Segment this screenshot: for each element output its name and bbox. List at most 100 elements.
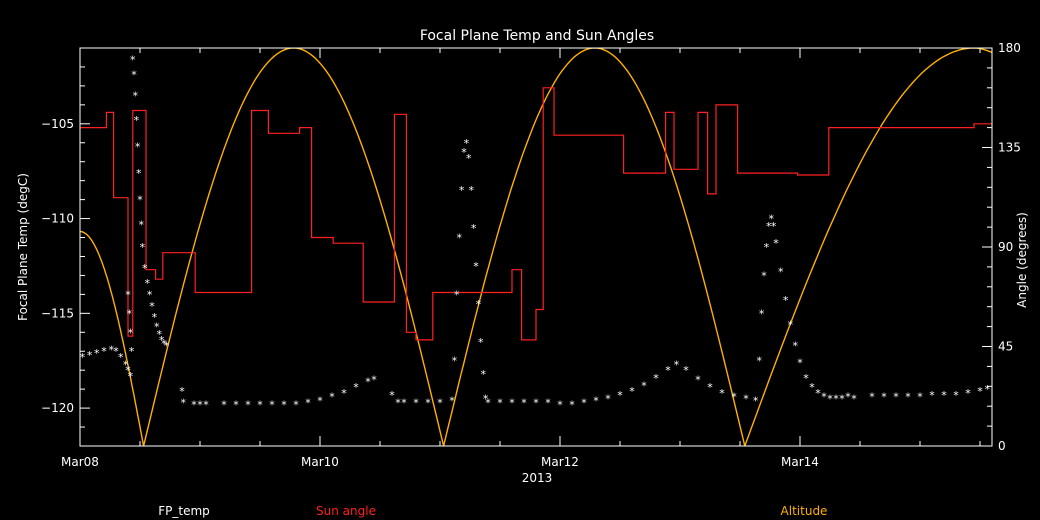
fp-temp-point: * <box>917 391 923 404</box>
fp-temp-point: * <box>459 184 465 197</box>
fp-temp-point: * <box>126 307 132 320</box>
axes: Mar08 Mar10 Mar12 Mar14 −120 −115 −110 −105 0 45 9… <box>41 41 1021 469</box>
fp-temp-point: * <box>293 398 299 411</box>
fp-temp-point: * <box>371 374 377 387</box>
fp-temp-point: * <box>164 340 170 353</box>
fp-temp-point: * <box>135 141 141 154</box>
fp-temp-point: * <box>118 351 124 364</box>
fp-temp-point: * <box>683 364 689 377</box>
fp-temp-point: * <box>203 398 209 411</box>
fp-temp-point: * <box>764 241 770 254</box>
fp-temp-point: * <box>108 343 114 356</box>
fp-temp-point: * <box>753 395 759 408</box>
chart-title: Focal Plane Temp and Sun Angles <box>420 28 654 44</box>
fp-temp-point: * <box>341 387 347 400</box>
fp-temp-point: * <box>156 328 162 341</box>
legend-sun-angle: Sun angle <box>316 504 376 518</box>
fp-temp-point: * <box>929 389 935 402</box>
fp-temp-point: * <box>128 326 134 339</box>
y2-tick-label: 45 <box>998 340 1013 354</box>
fp-temp-point: * <box>125 364 131 377</box>
fp-temp-point: * <box>521 396 527 409</box>
y-axis-label: Focal Plane Temp (degC) <box>16 173 30 321</box>
fp-temp-point: * <box>533 396 539 409</box>
fp-temp-point: * <box>905 391 911 404</box>
fp-temp-point: * <box>485 396 491 409</box>
fp-temp-point: * <box>464 137 470 150</box>
fp-temp-point: * <box>480 368 486 381</box>
fp-temp-point: * <box>131 69 137 82</box>
legend-altitude: Altitude <box>781 504 828 518</box>
fp-temp-point: * <box>454 288 460 301</box>
fp-temp-point: * <box>743 393 749 406</box>
fp-temp-point: * <box>136 167 142 180</box>
fp-temp-point: * <box>845 391 851 404</box>
fp-temp-point: * <box>137 194 143 207</box>
fp-temp-point: * <box>138 218 144 231</box>
fp-temp-point: * <box>425 396 431 409</box>
y2-tick-label: 90 <box>998 240 1013 254</box>
y2-tick-label: 135 <box>998 141 1021 155</box>
fp-temp-point: * <box>395 396 401 409</box>
fp-temp-point: * <box>617 389 623 402</box>
fp-temp-point: * <box>257 398 263 411</box>
fp-temp-point: * <box>449 395 455 408</box>
fp-temp-point: * <box>452 355 458 368</box>
fp-temp-point: * <box>87 349 93 362</box>
fp-temp-point: * <box>142 262 148 275</box>
fp-temp-point: * <box>707 381 713 394</box>
fp-temp-series: * * * * * * * * * * * * * * * * * * * * * * * * * * * * * * * * * * * * * * * *… <box>80 53 990 411</box>
fp-temp-point: * <box>269 398 275 411</box>
fp-temp-point: * <box>101 345 107 358</box>
fp-temp-point: * <box>581 396 587 409</box>
fp-temp-point: * <box>317 395 323 408</box>
fp-temp-point: * <box>941 389 947 402</box>
fp-temp-point: * <box>803 372 809 385</box>
x-tick-label: Mar14 <box>781 455 819 469</box>
y-tick-label: −110 <box>41 212 74 226</box>
x-tick-label: Mar10 <box>301 455 339 469</box>
y-tick-label: −115 <box>41 306 74 320</box>
fp-temp-point: * <box>129 345 135 358</box>
fp-temp-point: * <box>893 391 899 404</box>
fp-temp-point: * <box>179 385 185 398</box>
fp-temp-point: * <box>557 398 563 411</box>
fp-temp-point: * <box>197 398 203 411</box>
fp-temp-point: * <box>674 359 680 372</box>
fp-temp-point: * <box>766 220 772 233</box>
fp-temp-point: * <box>869 391 875 404</box>
fp-temp-point: * <box>756 355 762 368</box>
fp-temp-point: * <box>783 294 789 307</box>
x-tick-label: Mar12 <box>541 455 579 469</box>
fp-temp-point: * <box>159 334 165 347</box>
fp-temp-point: * <box>149 300 155 313</box>
fp-temp-point: * <box>773 237 779 250</box>
fp-temp-point: * <box>476 298 482 311</box>
fp-temp-point: * <box>977 385 983 398</box>
fp-temp-point: * <box>152 311 158 324</box>
fp-temp-point: * <box>305 396 311 409</box>
fp-temp-point: * <box>140 241 146 254</box>
plot-area: * * * * * * * * * * * * * * * * * * * * * * * * * * * * * * * * * * * * * * * *… <box>80 48 992 446</box>
fp-temp-point: * <box>134 114 140 127</box>
sun-angle-line <box>80 87 992 341</box>
fp-temp-point: * <box>353 381 359 394</box>
fp-temp-point: * <box>483 393 489 406</box>
fp-temp-point: * <box>471 222 477 235</box>
altitude-line <box>80 48 992 446</box>
fp-temp-point: * <box>821 391 827 404</box>
fp-temp-point: * <box>180 396 186 409</box>
fp-temp-point: * <box>413 396 419 409</box>
fp-temp-point: * <box>771 220 777 233</box>
fp-temp-point: * <box>497 396 503 409</box>
fp-temp-point: * <box>827 393 833 406</box>
fp-temp-point: * <box>113 345 119 358</box>
fp-temp-point: * <box>123 359 129 372</box>
fp-temp-point: * <box>478 336 484 349</box>
fp-temp-point: * <box>839 393 845 406</box>
fp-temp-point: * <box>191 398 197 411</box>
legend-fp-temp: FP_temp <box>158 504 210 518</box>
fp-temp-point: * <box>695 374 701 387</box>
y2-axis-label: Angle (degrees) <box>1015 212 1029 308</box>
